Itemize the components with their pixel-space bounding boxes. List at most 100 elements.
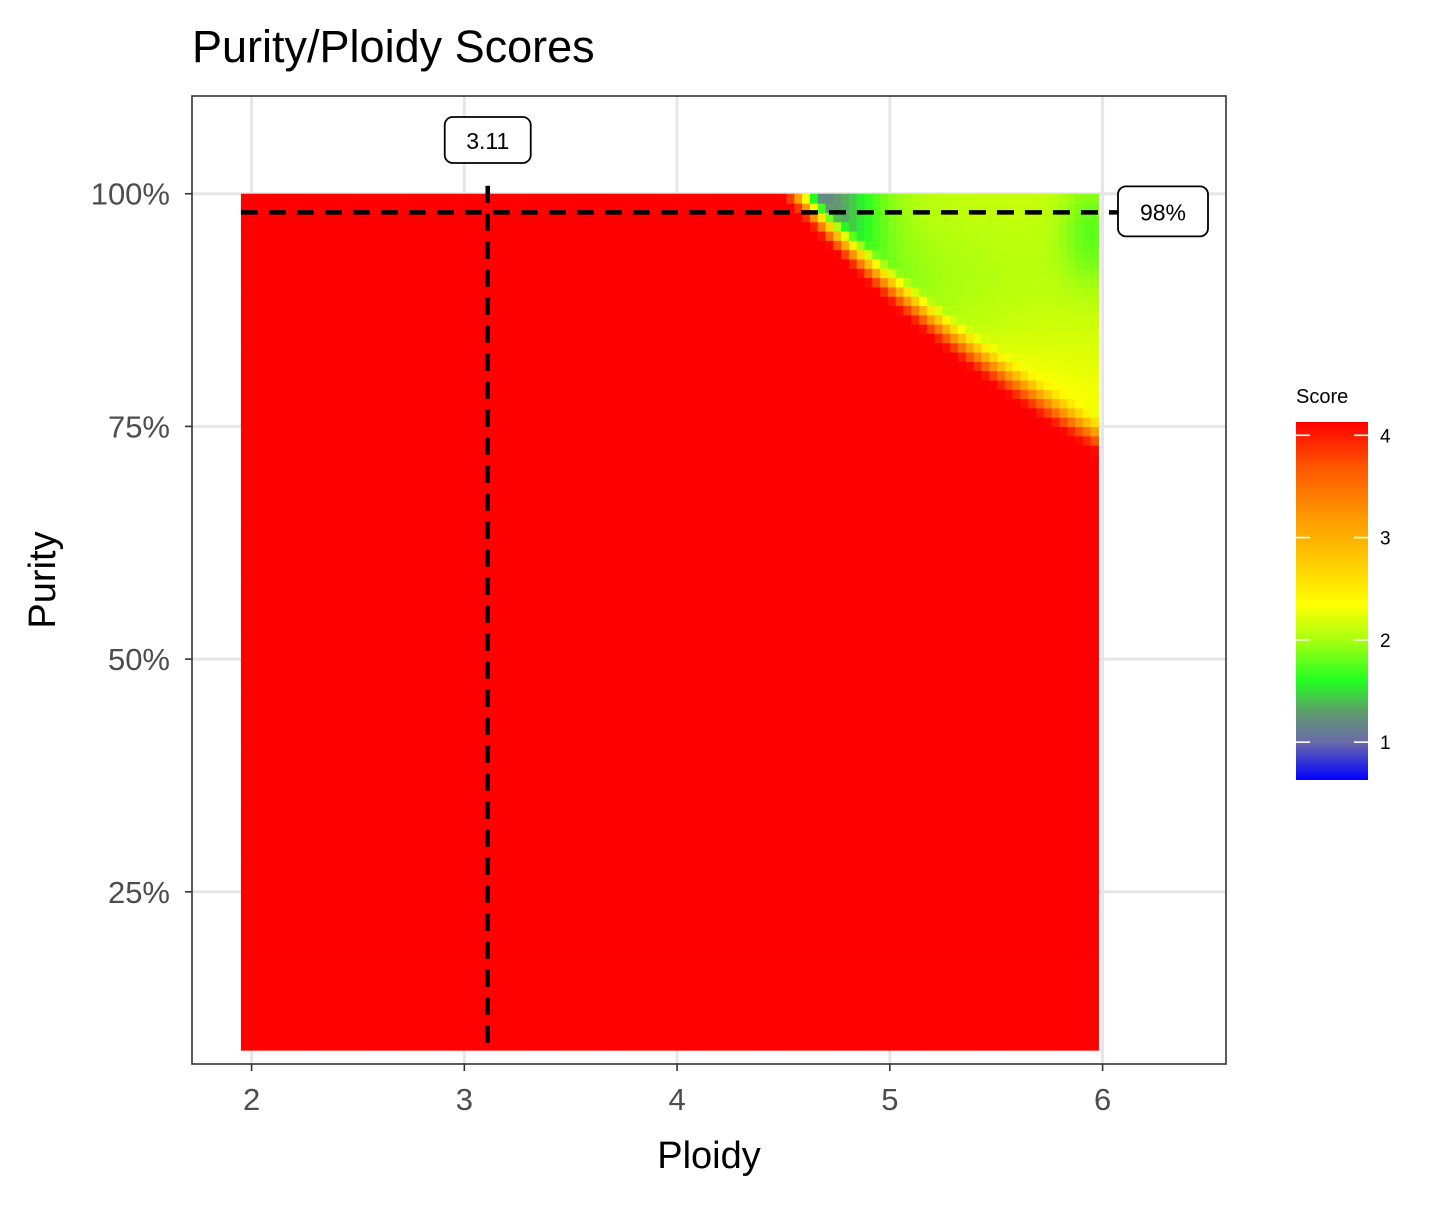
heatmap-cell [607, 492, 615, 502]
heatmap-cell [561, 789, 569, 799]
heatmap-cell [568, 501, 576, 511]
heatmap-cell [537, 585, 545, 595]
heatmap-cell [490, 1013, 498, 1023]
heatmap-cell [553, 352, 561, 362]
heatmap-cell [405, 641, 413, 651]
heatmap-cell [599, 352, 607, 362]
heatmap-cell [631, 1041, 639, 1051]
heatmap-cell [288, 920, 296, 930]
heatmap-cell [389, 324, 397, 334]
heatmap-cell [623, 845, 631, 855]
heatmap-cell [584, 631, 592, 641]
heatmap-cell [280, 529, 288, 539]
heatmap-cell [342, 734, 350, 744]
heatmap-cell [623, 482, 631, 492]
heatmap-cell [514, 529, 522, 539]
heatmap-cell [553, 789, 561, 799]
heatmap-cell [327, 724, 335, 734]
heatmap-cell [334, 520, 342, 530]
heatmap-cell [654, 547, 662, 557]
heatmap-cell [241, 1022, 249, 1032]
heatmap-cell [288, 305, 296, 315]
heatmap-cell [366, 762, 374, 772]
heatmap-cell [249, 399, 257, 409]
heatmap-cell [646, 333, 654, 343]
heatmap-cell [334, 715, 342, 725]
heatmap-cell [358, 1004, 366, 1014]
heatmap-cell [553, 464, 561, 474]
heatmap-cell [296, 547, 304, 557]
heatmap-cell [311, 547, 319, 557]
heatmap-cell [397, 482, 405, 492]
heatmap-cell [498, 501, 506, 511]
heatmap-cell [490, 278, 498, 288]
heatmap-cell [397, 389, 405, 399]
heatmap-cell [257, 985, 265, 995]
heatmap-cell [607, 715, 615, 725]
heatmap-cell [327, 343, 335, 353]
heatmap-cell [638, 845, 646, 855]
heatmap-cell [342, 724, 350, 734]
heatmap-cell [553, 631, 561, 641]
heatmap-cell [568, 1004, 576, 1014]
heatmap-cell [272, 557, 280, 567]
heatmap-cell [257, 371, 265, 381]
heatmap-cell [638, 715, 646, 725]
heatmap-cell [397, 1022, 405, 1032]
heatmap-cell [514, 724, 522, 734]
heatmap-cell [615, 473, 623, 483]
heatmap-cell [568, 278, 576, 288]
heatmap-cell [249, 957, 257, 967]
heatmap-cell [412, 724, 420, 734]
heatmap-cell [522, 994, 530, 1004]
heatmap-cell [615, 268, 623, 278]
heatmap-cell [264, 780, 272, 790]
heatmap-cell [631, 836, 639, 846]
heatmap-cell [654, 659, 662, 669]
heatmap-cell [662, 1041, 670, 1051]
heatmap-cell [405, 603, 413, 613]
heatmap-cell [280, 650, 288, 660]
heatmap-cell [475, 678, 483, 688]
heatmap-cell [451, 296, 459, 306]
heatmap-cell [537, 538, 545, 548]
heatmap-cell [607, 585, 615, 595]
heatmap-cell [436, 678, 444, 688]
heatmap-cell [257, 1013, 265, 1023]
heatmap-cell [646, 250, 654, 260]
heatmap-cell [264, 752, 272, 762]
heatmap-cell [451, 920, 459, 930]
heatmap-cell [373, 399, 381, 409]
heatmap-cell [576, 696, 584, 706]
heatmap-cell [319, 762, 327, 772]
heatmap-cell [420, 873, 428, 883]
heatmap-cell [342, 501, 350, 511]
heatmap-cell [506, 408, 514, 418]
heatmap-cell [319, 752, 327, 762]
heatmap-cell [506, 622, 514, 632]
heatmap-cell [631, 855, 639, 865]
heatmap-cell [405, 538, 413, 548]
heatmap-cell [381, 752, 389, 762]
heatmap-cell [631, 333, 639, 343]
heatmap-cell [264, 1004, 272, 1014]
heatmap-cell [405, 678, 413, 688]
heatmap-cell [272, 547, 280, 557]
heatmap-cell [280, 371, 288, 381]
heatmap-cell [249, 1031, 257, 1041]
heatmap-cell [272, 324, 280, 334]
heatmap-cell [241, 408, 249, 418]
heatmap-cell [529, 259, 537, 269]
heatmap-cell [311, 361, 319, 371]
heatmap-cell [490, 575, 498, 585]
heatmap-cell [607, 371, 615, 381]
heatmap-cell [584, 510, 592, 520]
heatmap-cell [311, 1041, 319, 1051]
heatmap-cell [436, 464, 444, 474]
heatmap-cell [451, 613, 459, 623]
heatmap-cell [584, 678, 592, 688]
heatmap-cell [288, 501, 296, 511]
heatmap-cell [264, 333, 272, 343]
heatmap-cell [412, 827, 420, 837]
heatmap-cell [381, 687, 389, 697]
